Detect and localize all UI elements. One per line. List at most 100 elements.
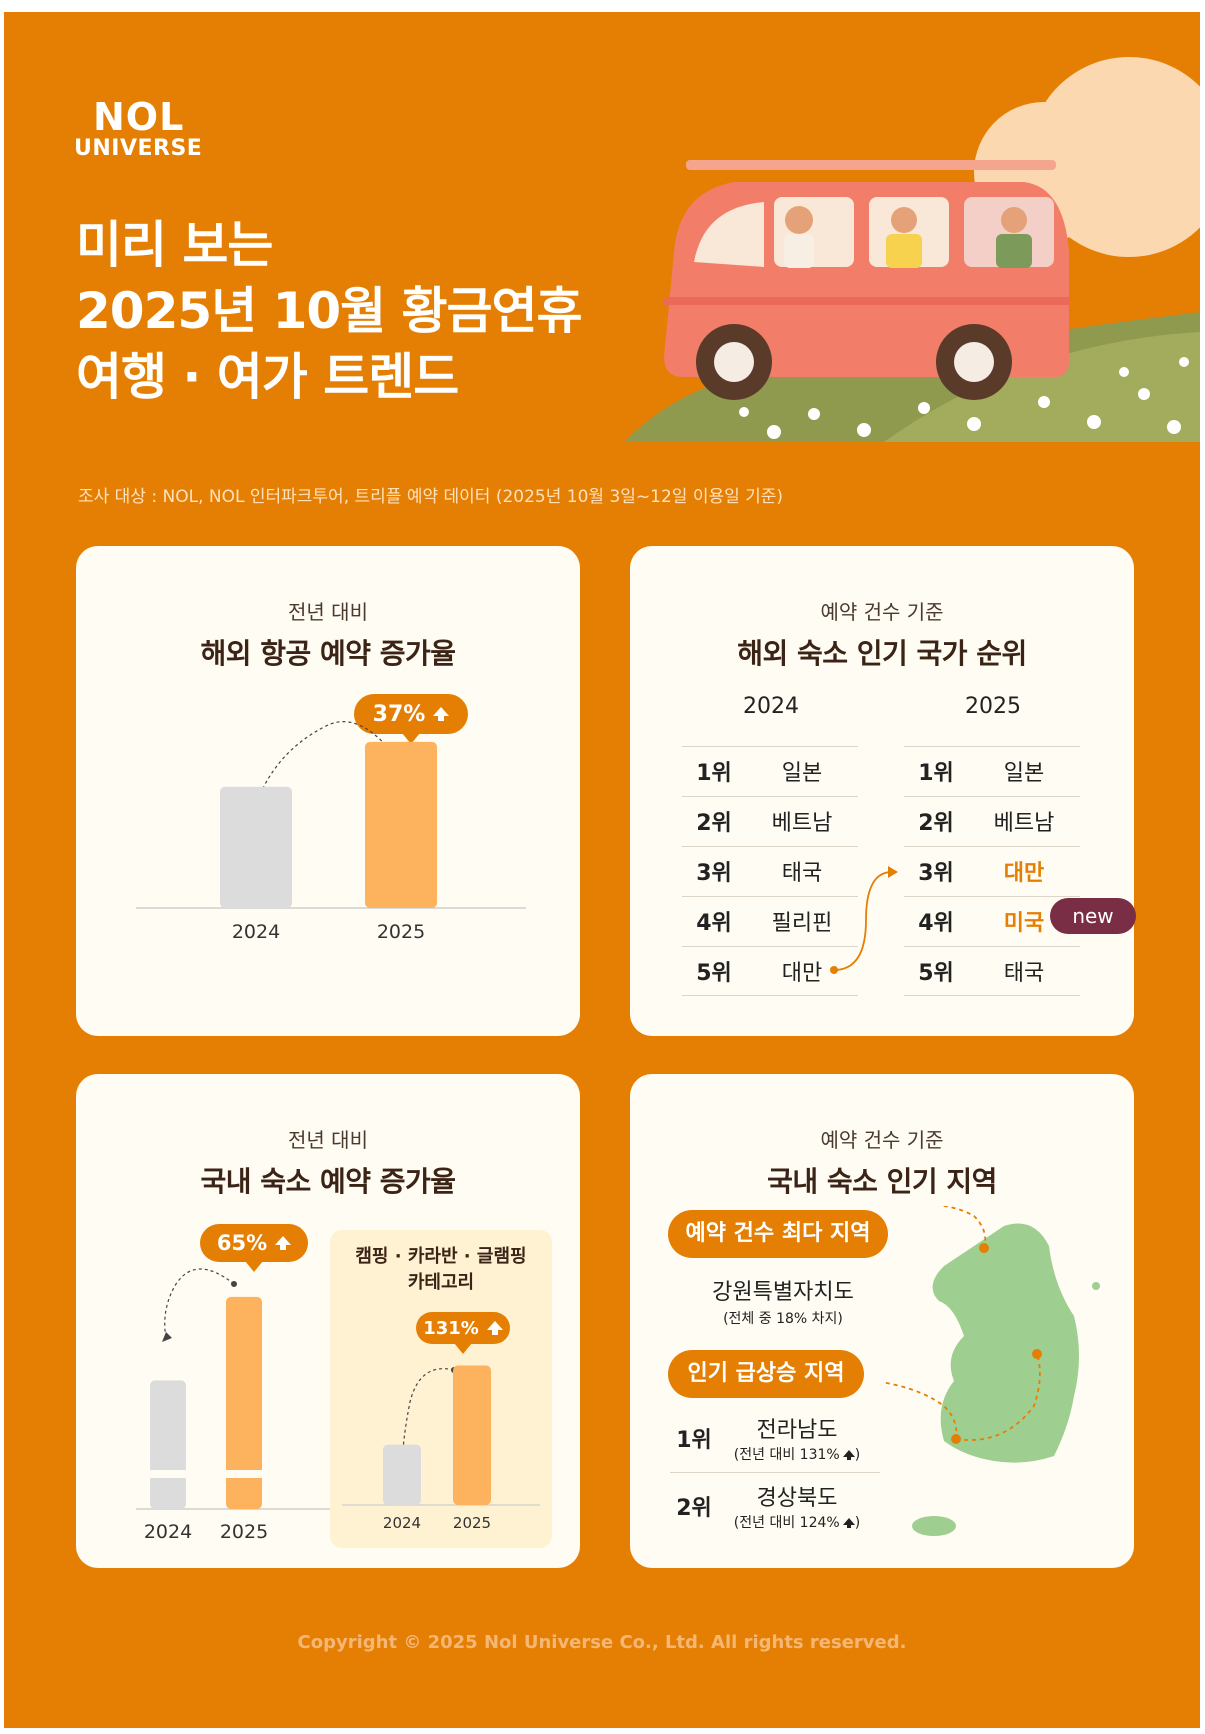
rank-label: 4위 <box>696 911 732 936</box>
flight-growth-arrow <box>255 721 402 805</box>
survey-note: 조사 대상 : NOL, NOL 인터파크투어, 트리플 예약 데이터 (202… <box>78 487 784 507</box>
domestic-bar-2024 <box>150 1380 186 1509</box>
camping-bar-chart: 2024 2025 <box>342 1365 540 1532</box>
card3-title: 국내 숙소 예약 증가율 <box>200 1165 456 1198</box>
camping-growth-badge: 131% <box>416 1312 510 1354</box>
small-up-arrow-icon <box>842 1518 855 1528</box>
card3-growth-value: 65% <box>216 1231 268 1255</box>
card4-subtitle: 예약 건수 기준 <box>820 1128 944 1152</box>
rank-label: 3위 <box>918 861 954 886</box>
card3-growth-badge: 65% <box>200 1224 308 1272</box>
headline: 미리 보는 2025년 10월 황금연휴 여행 · 여가 트렌드 <box>76 212 583 410</box>
rank-2025-row-4: 4위 미국 <box>904 896 1080 945</box>
camping-title-line1: 캠핑 · 카라반 · 글램핑 <box>355 1246 527 1267</box>
small-up-arrow-icon <box>842 1450 855 1460</box>
card2-title: 해외 숙소 인기 국가 순위 <box>737 637 1027 670</box>
top-region-name: 강원특별자치도 <box>712 1280 854 1305</box>
rank-2025-row-3: 3위 대만 <box>904 846 1080 895</box>
country-name: 일본 <box>1003 761 1045 786</box>
infographic-page: NOL UNIVERSE 미리 보는 2025년 10월 황금연휴 여행 · 여… <box>4 12 1200 1728</box>
camping-bar-2024 <box>383 1444 421 1505</box>
rising-region-note-2: (전년 대비 124%) <box>722 1512 872 1532</box>
card4-title: 국내 숙소 인기 지역 <box>767 1165 997 1198</box>
domestic-x-label-2024: 2024 <box>144 1521 192 1543</box>
card2-subtitle: 예약 건수 기준 <box>820 600 944 624</box>
flight-bar-chart: 2024 2025 <box>136 721 526 943</box>
rank-2024-row-4: 4위 필리핀 <box>682 896 858 945</box>
rank-year-2024: 2024 <box>743 694 799 719</box>
camping-x-label-2024: 2024 <box>383 1514 421 1532</box>
axis-break-right <box>220 1470 268 1478</box>
country-name: 태국 <box>781 861 823 886</box>
domestic-growth-arrow <box>164 1268 235 1339</box>
card1-growth-value: 37% <box>372 701 426 727</box>
top-region-note: (전체 중 18% 차지) <box>723 1311 843 1327</box>
domestic-bar-2025 <box>226 1296 262 1509</box>
camping-title-line2: 카테고리 <box>407 1272 475 1293</box>
rank-2025-row-1: 1위 일본 <box>904 746 1080 795</box>
rank-move-arrow <box>830 866 898 974</box>
rising-row-1: 1위 전라남도 (전년 대비 131%) <box>670 1412 880 1473</box>
rising-rank-2: 2위 <box>676 1496 712 1521</box>
note-close-2: ) <box>854 1515 861 1531</box>
axis-break-left <box>144 1470 192 1478</box>
camping-growth-arrow <box>401 1368 455 1473</box>
flight-bar-2024 <box>220 786 292 908</box>
domestic-bar-chart: 2024 2025 <box>136 1268 354 1543</box>
up-arrow-icon <box>433 706 450 721</box>
card1-subtitle: 전년 대비 <box>288 600 368 624</box>
rank-label: 5위 <box>696 961 732 986</box>
country-name: 대만 <box>781 961 823 986</box>
rank-year-2025: 2025 <box>965 694 1021 719</box>
rising-note-text-1: (전년 대비 131% <box>733 1447 840 1463</box>
rank-2024-row-1: 1위 일본 <box>682 746 858 795</box>
headline-line-1: 미리 보는 <box>76 216 273 274</box>
rank-2024-row-5: 5위 대만 <box>682 946 858 996</box>
up-arrow-icon <box>486 1320 503 1335</box>
camping-panel-title: 캠핑 · 카라반 · 글램핑 카테고리 <box>330 1244 552 1296</box>
country-name: 베트남 <box>993 811 1055 836</box>
headline-line-2: 2025년 10월 황금연휴 <box>76 282 583 340</box>
card1-title: 해외 항공 예약 증가율 <box>200 637 456 670</box>
flight-x-label-2025: 2025 <box>377 921 425 943</box>
rank-label: 2위 <box>918 811 954 836</box>
rank-2025-row-2: 2위 베트남 <box>904 796 1080 845</box>
rising-region-note-1: (전년 대비 131%) <box>722 1444 872 1464</box>
rising-note-text-2: (전년 대비 124% <box>733 1515 840 1531</box>
card-overseas-stay-ranking: 예약 건수 기준 해외 숙소 인기 국가 순위 2024 2025 1위 일본 2… <box>630 546 1134 1036</box>
travel-van-illustration <box>624 57 1200 442</box>
country-name-highlight: 미국 <box>1003 911 1045 936</box>
domestic-x-label-2025: 2025 <box>220 1521 268 1543</box>
rank-label: 4위 <box>918 911 954 936</box>
card1-growth-badge: 37% <box>354 694 468 744</box>
card-domestic-stay: 전년 대비 국내 숙소 예약 증가율 65% 2024 2025 캠핑 · 카라… <box>76 1074 580 1568</box>
up-arrow-icon <box>275 1235 292 1250</box>
card-domestic-region: 예약 건수 기준 국내 숙소 인기 지역 예약 건수 최다 지역 강원특별자치도… <box>630 1074 1134 1568</box>
camping-bar-2025 <box>453 1365 491 1505</box>
copyright-footer: Copyright © 2025 Nol Universe Co., Ltd. … <box>297 1632 907 1653</box>
flight-x-label-2024: 2024 <box>232 921 280 943</box>
rank-label: 5위 <box>918 961 954 986</box>
country-name: 일본 <box>781 761 823 786</box>
card-overseas-flight: 전년 대비 해외 항공 예약 증가율 37% 2024 2025 <box>76 546 580 1036</box>
camping-category-panel: 캠핑 · 카라반 · 글램핑 카테고리 131% 2024 2025 <box>330 1230 552 1548</box>
logo-line1: NOL <box>93 95 185 139</box>
country-name: 베트남 <box>771 811 833 836</box>
rank-label: 3위 <box>696 861 732 886</box>
rising-region-name-1: 전라남도 <box>756 1418 838 1443</box>
country-name: 태국 <box>1003 961 1045 986</box>
new-badge: new <box>1050 898 1136 934</box>
rising-row-2: 2위 경상북도 (전년 대비 124%) <box>670 1480 880 1540</box>
camping-growth-value: 131% <box>423 1317 479 1339</box>
rank-2024-row-2: 2위 베트남 <box>682 796 858 845</box>
flight-bar-2025 <box>365 741 437 908</box>
rank-2025-row-5: 5위 태국 <box>904 946 1080 996</box>
camping-x-label-2025: 2025 <box>453 1514 491 1532</box>
country-name: 필리핀 <box>771 911 833 936</box>
rank-label: 2위 <box>696 811 732 836</box>
headline-line-3: 여행 · 여가 트렌드 <box>76 348 459 406</box>
rising-rank-1: 1위 <box>676 1428 712 1453</box>
rising-region-label: 인기 급상승 지역 <box>668 1350 864 1398</box>
rank-label: 1위 <box>696 761 732 786</box>
rank-label: 1위 <box>918 761 954 786</box>
